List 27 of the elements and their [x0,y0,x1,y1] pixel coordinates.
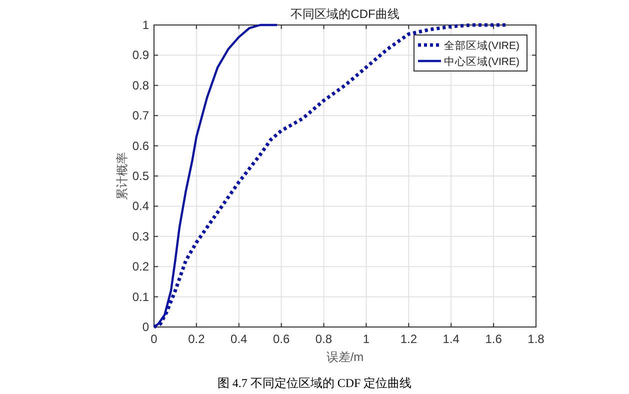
x-tick-label: 0.8 [315,332,332,346]
y-tick-label: 0 [142,320,150,334]
legend-label: 全部区域(VIRE) [444,39,520,52]
y-tick-label: 0.9 [132,48,150,62]
x-tick-label: 1 [362,332,370,346]
x-axis-title: 误差/m [326,350,364,364]
x-tick-label: 1.6 [485,332,502,346]
y-tick-label: 0.2 [132,260,150,274]
y-tick-label: 0.8 [132,78,150,92]
x-tick-label: 0 [150,332,158,346]
x-tick-label: 1.8 [528,332,545,346]
x-tick-label: 1.4 [442,332,460,346]
x-tick-label: 0.4 [230,332,248,346]
y-tick-label: 0.4 [132,199,150,214]
legend-label: 中心区域(VIRE) [444,55,520,68]
x-tick-label: 0.6 [272,332,290,346]
caption: 图 4.7 不同定位区域的 CDF 定位曲线 [217,376,412,390]
chart-title: 不同区域的CDF曲线 [290,7,400,21]
x-tick-label: 0.2 [188,332,206,346]
x-tick-label: 1.2 [400,332,418,346]
y-tick-label: 0.1 [132,290,150,304]
y-axis-title: 累计概率 [115,152,129,200]
y-tick-label: 0.6 [132,138,150,153]
y-tick-label: 0.5 [132,169,150,183]
y-tick-label: 1 [142,18,150,32]
y-tick-label: 0.3 [132,229,150,244]
y-tick-label: 0.7 [132,108,150,123]
